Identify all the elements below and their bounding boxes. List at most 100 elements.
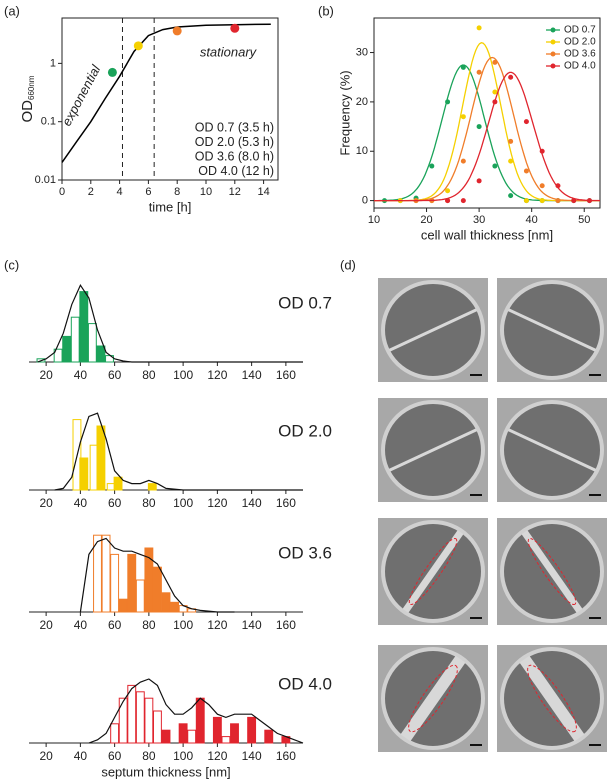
histogram-title: OD 0.7 xyxy=(278,293,332,312)
y-tick-label: 30 xyxy=(356,46,368,58)
x-tick-label: 20 xyxy=(39,496,53,510)
x-tick-label: 140 xyxy=(242,368,262,382)
open-bar xyxy=(101,534,111,613)
x-tick-label: 60 xyxy=(108,368,122,382)
x-tick-label: 8 xyxy=(174,186,180,198)
septum xyxy=(388,428,478,472)
y-tick-label: 1 xyxy=(50,57,56,69)
septum-outline xyxy=(408,664,458,733)
data-point xyxy=(586,198,592,204)
x-tick-label: 60 xyxy=(108,618,122,632)
y-axis-label-sub: 660nm xyxy=(27,75,36,100)
filled-bar xyxy=(127,553,137,613)
legend-label: OD 0.7 (3.5 h) xyxy=(195,120,274,134)
x-tick-label: 160 xyxy=(276,496,296,510)
histogram-title: OD 4.0 xyxy=(278,674,332,693)
annotation: stationary xyxy=(200,44,258,59)
x-tick-label: 140 xyxy=(242,618,262,632)
septum xyxy=(402,530,464,613)
data-point xyxy=(523,168,529,174)
histogram-title: OD 2.0 xyxy=(278,421,332,440)
filled-bar xyxy=(264,729,274,744)
distribution-curve xyxy=(79,537,235,613)
data-point xyxy=(555,198,561,204)
septum-outline xyxy=(527,537,577,606)
septum-band xyxy=(507,308,597,352)
x-tick-label: 20 xyxy=(39,749,53,763)
y-tick-label: 20 xyxy=(356,96,368,108)
x-tick-label: 12 xyxy=(229,186,241,198)
x-tick-label: 160 xyxy=(276,368,296,382)
legend-label: OD 4.0 xyxy=(564,61,596,72)
y-axis-label: Frequency (%) xyxy=(337,70,352,155)
septum-band xyxy=(521,530,583,613)
distribution-curve xyxy=(54,412,303,491)
open-bar xyxy=(87,323,97,363)
data-point xyxy=(460,114,466,120)
data-point xyxy=(429,163,435,169)
x-axis-label: septum thickness [nm] xyxy=(101,764,230,779)
open-bar xyxy=(127,684,137,744)
open-bar xyxy=(135,579,145,613)
data-point xyxy=(508,74,514,80)
panel-label: (a) xyxy=(4,3,20,18)
open-bar xyxy=(221,736,231,744)
legend-marker xyxy=(550,27,556,33)
x-tick-label: 140 xyxy=(242,496,262,510)
septum xyxy=(388,308,478,352)
filled-bar xyxy=(161,729,171,744)
micrograph xyxy=(497,278,607,382)
legend-label: OD 2.0 xyxy=(564,37,596,48)
distribution-curve xyxy=(88,678,304,744)
septum-outline xyxy=(408,537,458,606)
micrograph xyxy=(378,278,488,382)
septum-band xyxy=(388,308,478,352)
x-tick-label: 14 xyxy=(257,186,269,198)
x-tick-label: 100 xyxy=(173,618,193,632)
x-tick-label: 120 xyxy=(207,749,227,763)
data-point xyxy=(571,198,577,204)
septum xyxy=(507,428,597,472)
x-tick-label: 100 xyxy=(173,749,193,763)
open-bar xyxy=(152,710,162,744)
open-bar xyxy=(70,316,80,363)
x-axis-label: cell wall thickness [nm] xyxy=(421,227,553,242)
filled-bar xyxy=(96,425,106,491)
open-bar xyxy=(110,723,120,744)
x-axis-label: time [h] xyxy=(149,199,192,214)
panel-label: (b) xyxy=(318,3,334,18)
micrograph xyxy=(497,645,607,752)
x-tick-label: 160 xyxy=(276,749,296,763)
legend-label: OD 3.6 (8.0 h) xyxy=(195,149,274,163)
filled-bar xyxy=(62,335,72,363)
data-point xyxy=(476,178,482,184)
sample-point xyxy=(172,26,182,36)
septum xyxy=(400,655,466,742)
data-point xyxy=(539,148,545,154)
data-point xyxy=(508,138,514,144)
open-bar xyxy=(187,729,197,744)
x-tick-label: 80 xyxy=(142,618,156,632)
septum-band xyxy=(400,655,466,742)
data-point xyxy=(460,158,466,164)
filled-bar xyxy=(178,723,188,744)
data-point xyxy=(492,59,498,65)
data-point xyxy=(523,198,529,204)
panel-label: (c) xyxy=(4,257,19,272)
x-tick-label: 40 xyxy=(74,618,88,632)
histogram-title: OD 3.6 xyxy=(278,543,332,562)
open-bar xyxy=(93,534,102,613)
sample-point xyxy=(107,67,117,77)
open-bar xyxy=(110,553,120,613)
y-tick-label: 10 xyxy=(356,145,368,157)
legend-marker xyxy=(550,51,556,57)
septum xyxy=(519,655,585,742)
legend-marker xyxy=(550,63,556,69)
data-point xyxy=(492,163,498,169)
plot-frame xyxy=(373,17,601,209)
filled-bar xyxy=(212,716,222,744)
data-point xyxy=(523,119,529,125)
sample-point xyxy=(230,23,240,33)
y-axis-label-main: OD xyxy=(19,100,36,123)
filled-bar xyxy=(152,566,162,613)
